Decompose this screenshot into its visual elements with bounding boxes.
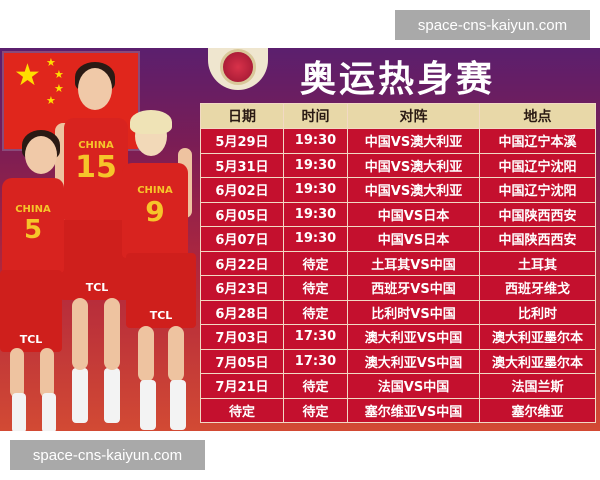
matchup-cell: 西班牙VS中国 [347,275,480,301]
time-cell: 待定 [283,250,348,276]
table-row: 7月03日 17:30 澳大利亚VS中国 澳大利亚墨尔本 [200,324,596,350]
date-cell: 6月05日 [200,201,284,227]
matchup-cell: 比利时VS中国 [347,299,480,325]
table-row: 6月05日 19:30 中国VS日本 中国陕西西安 [200,201,596,227]
table-row: 5月29日 19:30 中国VS澳大利亚 中国辽宁本溪 [200,128,596,154]
cba-emblem-logo [208,48,268,90]
column-header: 地点 [479,103,596,129]
venue-cell: 中国辽宁本溪 [479,128,596,154]
matchup-cell: 澳大利亚VS中国 [347,348,480,374]
venue-cell: 西班牙维戈 [479,275,596,301]
matchup-cell: 中国VS澳大利亚 [347,128,480,154]
matchup-cell: 法国VS中国 [347,373,480,399]
poster: ★ ★ ★ ★ ★ CHINA 15 TCL CHINA 5 TCL [0,48,600,431]
time-cell: 17:30 [283,348,348,374]
watermark-top: space-cns-kaiyun.com [395,10,590,40]
date-cell: 5月29日 [200,128,284,154]
matchup-cell: 中国VS澳大利亚 [347,152,480,178]
date-cell: 6月07日 [200,226,284,252]
table-row: 6月02日 19:30 中国VS澳大利亚 中国辽宁沈阳 [200,177,596,203]
schedule-table: 日期 时间 对阵 地点 5月29日 19:30 中国VS澳大利亚 中国辽宁本溪 5月31日 19… [200,103,596,423]
poster-title: 奥运热身赛 [299,59,495,100]
venue-cell: 中国辽宁沈阳 [479,177,596,203]
table-row: 7月21日 待定 法国VS中国 法国兰斯 [200,373,596,399]
venue-cell: 土耳其 [479,250,596,276]
date-cell: 5月31日 [200,152,284,178]
matchup-cell: 土耳其VS中国 [347,250,480,276]
matchup-cell: 中国VS日本 [347,226,480,252]
time-cell: 19:30 [283,152,348,178]
table-row: 6月22日 待定 土耳其VS中国 土耳其 [200,250,596,276]
table-row: 6月07日 19:30 中国VS日本 中国陕西西安 [200,226,596,252]
time-cell: 待定 [283,373,348,399]
time-cell: 19:30 [283,226,348,252]
venue-cell: 中国辽宁沈阳 [479,152,596,178]
table-header-row: 日期 时间 对阵 地点 [200,103,596,129]
date-cell: 待定 [200,397,284,423]
venue-cell: 中国陕西西安 [479,226,596,252]
star-icon: ★ [14,58,41,93]
venue-cell: 中国陕西西安 [479,201,596,227]
time-cell: 19:30 [283,128,348,154]
time-cell: 待定 [283,275,348,301]
matchup-cell: 塞尔维亚VS中国 [347,397,480,423]
venue-cell: 比利时 [479,299,596,325]
date-cell: 6月28日 [200,299,284,325]
time-cell: 待定 [283,397,348,423]
venue-cell: 塞尔维亚 [479,397,596,423]
date-cell: 6月22日 [200,250,284,276]
table-row: 5月31日 19:30 中国VS澳大利亚 中国辽宁沈阳 [200,152,596,178]
watermark-bottom: space-cns-kaiyun.com [10,440,205,470]
date-cell: 7月05日 [200,348,284,374]
time-cell: 19:30 [283,201,348,227]
time-cell: 17:30 [283,324,348,350]
date-cell: 7月03日 [200,324,284,350]
star-icon: ★ [54,68,64,81]
matchup-cell: 澳大利亚VS中国 [347,324,480,350]
table-row: 7月05日 17:30 澳大利亚VS中国 澳大利亚墨尔本 [200,348,596,374]
venue-cell: 澳大利亚墨尔本 [479,348,596,374]
time-cell: 待定 [283,299,348,325]
matchup-cell: 中国VS日本 [347,201,480,227]
table-row: 6月23日 待定 西班牙VS中国 西班牙维戈 [200,275,596,301]
table-row: 待定 待定 塞尔维亚VS中国 塞尔维亚 [200,397,596,423]
column-header: 对阵 [347,103,480,129]
date-cell: 6月23日 [200,275,284,301]
column-header: 时间 [283,103,348,129]
date-cell: 7月21日 [200,373,284,399]
table-row: 6月28日 待定 比利时VS中国 比利时 [200,299,596,325]
time-cell: 19:30 [283,177,348,203]
column-header: 日期 [200,103,284,129]
venue-cell: 法国兰斯 [479,373,596,399]
matchup-cell: 中国VS澳大利亚 [347,177,480,203]
date-cell: 6月02日 [200,177,284,203]
star-icon: ★ [54,82,64,95]
star-icon: ★ [46,94,56,107]
star-icon: ★ [46,56,56,69]
venue-cell: 澳大利亚墨尔本 [479,324,596,350]
